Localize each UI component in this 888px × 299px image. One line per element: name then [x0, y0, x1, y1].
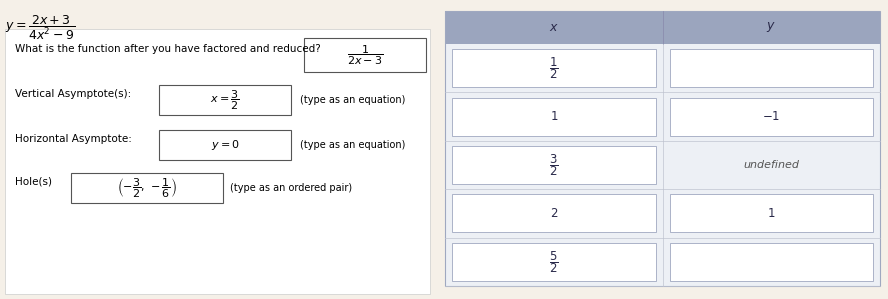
Text: $\left(-\dfrac{3}{2},\,-\dfrac{1}{6}\right)$: $\left(-\dfrac{3}{2},\,-\dfrac{1}{6}\rig…: [117, 176, 177, 200]
Text: Vertical Asymptote(s):: Vertical Asymptote(s):: [15, 89, 131, 99]
Text: $\dfrac{5}{2}$: $\dfrac{5}{2}$: [549, 249, 559, 275]
Text: Horizontal Asymptote:: Horizontal Asymptote:: [15, 134, 132, 144]
Text: (type as an ordered pair): (type as an ordered pair): [230, 183, 353, 193]
FancyBboxPatch shape: [452, 243, 655, 281]
FancyBboxPatch shape: [445, 11, 880, 44]
Text: $\dfrac{3}{2}$: $\dfrac{3}{2}$: [549, 152, 559, 178]
Text: $x = \dfrac{3}{2}$: $x = \dfrac{3}{2}$: [210, 88, 240, 112]
Text: What is the function after you have factored and reduced?: What is the function after you have fact…: [15, 44, 321, 54]
Text: $-1$: $-1$: [762, 110, 781, 123]
FancyBboxPatch shape: [452, 194, 655, 232]
FancyBboxPatch shape: [445, 238, 880, 286]
FancyBboxPatch shape: [159, 130, 291, 160]
FancyBboxPatch shape: [670, 97, 873, 136]
Text: $y$: $y$: [766, 21, 776, 34]
FancyBboxPatch shape: [71, 173, 223, 203]
FancyBboxPatch shape: [670, 243, 873, 281]
FancyBboxPatch shape: [159, 85, 291, 115]
FancyBboxPatch shape: [452, 97, 655, 136]
Text: undefined: undefined: [743, 160, 799, 170]
Text: $2$: $2$: [550, 207, 558, 220]
FancyBboxPatch shape: [5, 29, 430, 294]
Text: $\dfrac{1}{2x-3}$: $\dfrac{1}{2x-3}$: [347, 43, 384, 67]
FancyBboxPatch shape: [445, 92, 880, 141]
Text: Hole(s): Hole(s): [15, 177, 52, 187]
FancyBboxPatch shape: [670, 49, 873, 87]
FancyBboxPatch shape: [452, 49, 655, 87]
Text: $y = \dfrac{2x+3}{4x^2-9}$: $y = \dfrac{2x+3}{4x^2-9}$: [5, 14, 75, 42]
Text: (type as an equation): (type as an equation): [300, 140, 406, 150]
FancyBboxPatch shape: [445, 189, 880, 238]
FancyBboxPatch shape: [445, 44, 880, 92]
FancyBboxPatch shape: [670, 194, 873, 232]
Text: $x$: $x$: [549, 21, 559, 34]
FancyBboxPatch shape: [304, 38, 426, 72]
Text: (type as an equation): (type as an equation): [300, 95, 406, 105]
Text: $1$: $1$: [550, 110, 558, 123]
FancyBboxPatch shape: [452, 146, 655, 184]
FancyBboxPatch shape: [445, 141, 880, 189]
Text: $1$: $1$: [767, 207, 775, 220]
Text: $y = 0$: $y = 0$: [210, 138, 240, 152]
Text: $\dfrac{1}{2}$: $\dfrac{1}{2}$: [549, 55, 559, 81]
